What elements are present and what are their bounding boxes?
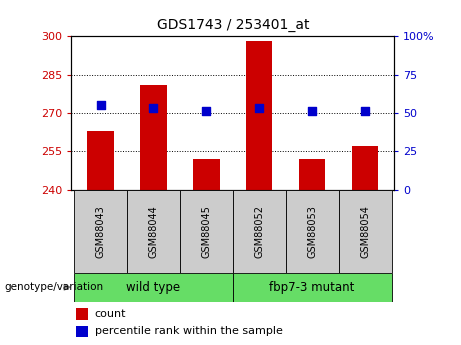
Bar <box>180 190 233 273</box>
Text: wild type: wild type <box>126 281 181 294</box>
Point <box>203 109 210 114</box>
Bar <box>246 41 272 190</box>
Bar <box>193 159 219 190</box>
Bar <box>74 273 233 302</box>
Bar <box>127 190 180 273</box>
Title: GDS1743 / 253401_at: GDS1743 / 253401_at <box>157 18 309 32</box>
Text: GSM88054: GSM88054 <box>360 205 370 258</box>
Text: GSM88044: GSM88044 <box>148 205 159 257</box>
Text: GSM88043: GSM88043 <box>95 205 106 257</box>
Bar <box>76 308 88 319</box>
Point <box>97 102 104 108</box>
Point <box>150 106 157 111</box>
Bar <box>339 190 391 273</box>
Text: GSM88052: GSM88052 <box>254 205 264 258</box>
Text: count: count <box>95 309 126 319</box>
Text: fbp7-3 mutant: fbp7-3 mutant <box>270 281 355 294</box>
Bar <box>286 190 339 273</box>
Point <box>255 106 263 111</box>
Bar <box>87 131 114 190</box>
Bar <box>352 146 378 190</box>
Bar <box>74 190 127 273</box>
Text: genotype/variation: genotype/variation <box>5 282 104 292</box>
Text: GSM88045: GSM88045 <box>201 205 211 258</box>
Point <box>361 109 369 114</box>
Bar <box>233 190 286 273</box>
Bar <box>140 85 167 190</box>
Bar <box>76 326 88 337</box>
Text: percentile rank within the sample: percentile rank within the sample <box>95 326 283 336</box>
Bar <box>233 273 391 302</box>
Point <box>308 109 316 114</box>
Text: GSM88053: GSM88053 <box>307 205 317 258</box>
Bar <box>299 159 325 190</box>
